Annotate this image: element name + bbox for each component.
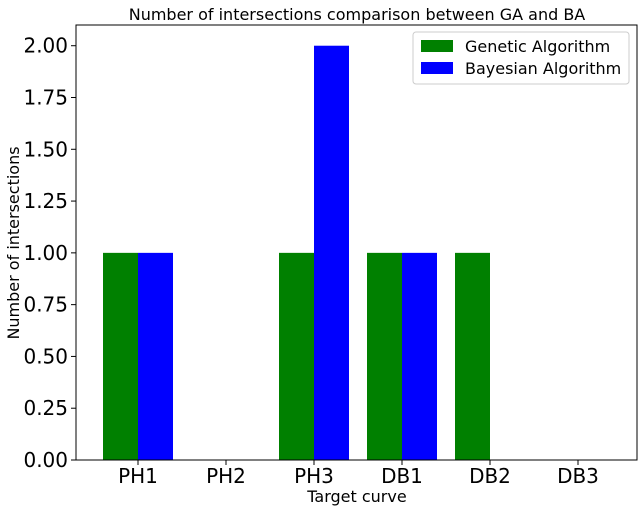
x-tick-label-ph1: PH1 xyxy=(118,464,158,488)
y-tick-label: 0.00 xyxy=(23,448,68,472)
bar-db1-bayesian xyxy=(402,252,437,460)
legend-swatch-genetic xyxy=(421,40,453,52)
bar-ph1-genetic xyxy=(103,252,138,460)
legend-swatch-bayesian xyxy=(421,62,453,74)
x-tick-label-ph3: PH3 xyxy=(294,464,334,488)
x-axis: PH1 PH2 PH3 DB1 DB2 DB3 xyxy=(118,460,599,488)
legend: Genetic Algorithm Bayesian Algorithm xyxy=(412,31,630,85)
legend-label-bayesian: Bayesian Algorithm xyxy=(465,59,621,78)
y-tick-label: 1.25 xyxy=(23,189,68,213)
y-tick-label: 0.25 xyxy=(23,396,68,420)
plot-frame xyxy=(75,24,638,461)
y-tick-label: 0.75 xyxy=(23,293,68,317)
bar-db2-genetic xyxy=(455,252,490,460)
y-tick-label: 2.00 xyxy=(23,34,68,58)
y-tick-label: 1.50 xyxy=(23,137,68,161)
chart-title: Number of intersections comparison betwe… xyxy=(129,5,586,24)
y-tick-label: 1.00 xyxy=(23,241,68,265)
legend-label-genetic: Genetic Algorithm xyxy=(465,37,610,56)
x-tick-label-db1: DB1 xyxy=(381,464,423,488)
bars-layer xyxy=(103,45,490,460)
x-tick-label-ph2: PH2 xyxy=(206,464,246,488)
bar-ph3-bayesian xyxy=(314,45,349,460)
x-axis-label: Target curve xyxy=(306,487,406,506)
x-tick-label-db3: DB3 xyxy=(557,464,599,488)
bar-db1-genetic xyxy=(367,252,402,460)
bar-ph3-genetic xyxy=(279,252,314,460)
y-axis: 0.00 0.25 0.50 0.75 1.00 1.25 1.50 1.75 2.00 xyxy=(23,34,76,472)
legend-box xyxy=(412,31,630,85)
y-tick-label: 1.75 xyxy=(23,86,68,110)
bar-ph1-bayesian xyxy=(138,252,173,460)
y-axis-label: Number of intersections xyxy=(4,146,23,339)
x-tick-label-db2: DB2 xyxy=(469,464,511,488)
y-tick-label: 0.50 xyxy=(23,344,68,368)
